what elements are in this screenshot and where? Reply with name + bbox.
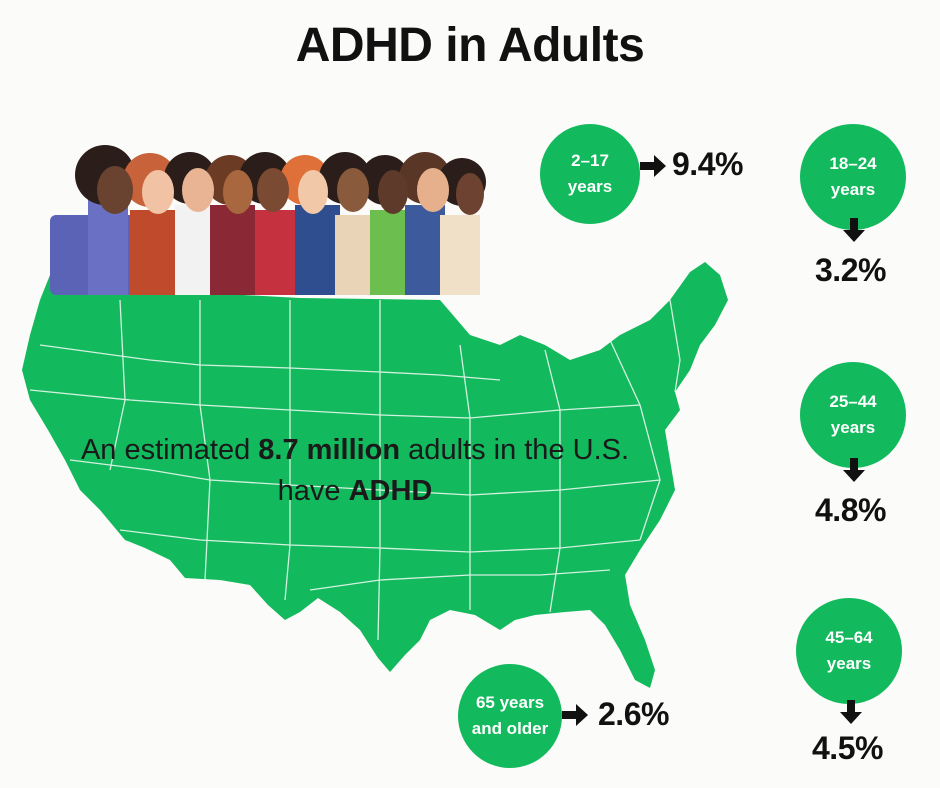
age-label-line2: and older: [471, 719, 549, 738]
age-label-line2: years: [567, 177, 613, 196]
age-label-line1: 18–24: [829, 153, 877, 173]
value-2-17: 9.4%: [672, 146, 743, 182]
arrow-down-icon: [843, 218, 865, 242]
arrow-down-icon: [840, 700, 862, 724]
age-bubble-2-17: 2–17 years: [540, 124, 640, 224]
age-bubble-18-24: 18–24 years: [800, 124, 906, 230]
caption-highlight-adhd: ADHD: [348, 475, 433, 508]
caption-highlight: 8.7 million: [258, 434, 401, 466]
us-map-shape: [22, 262, 728, 688]
arrow-right-icon: [640, 155, 666, 177]
value-45-64: 4.5%: [812, 730, 883, 766]
caption-pre: An estimated: [80, 434, 259, 466]
caption: An estimated 8.7 million adults in the U…: [60, 430, 650, 512]
age-label-line1: 25–44: [829, 391, 877, 411]
age-label-line1: 2–17: [571, 150, 609, 170]
age-bubble-45-64: 45–64 years: [796, 598, 902, 704]
page-title: ADHD in Adults: [295, 19, 645, 72]
age-label-line1: 45–64: [825, 627, 873, 647]
arrow-down-icon: [843, 458, 865, 482]
age-bubble-25-44: 25–44 years: [800, 362, 906, 468]
age-label-line2: years: [830, 418, 876, 437]
value-18-24: 3.2%: [815, 252, 886, 288]
age-label-line2: years: [830, 180, 876, 199]
value-65-plus: 2.6%: [598, 696, 669, 732]
age-label-line1: 65 years: [475, 692, 545, 712]
age-label-line2: years: [826, 654, 872, 673]
age-bubble-65-plus: 65 years and older: [458, 664, 562, 768]
arrow-right-icon: [562, 704, 588, 726]
diverse-people-illustration: [50, 145, 486, 295]
state-borders: [29, 299, 681, 641]
caption-mid: adults in the U.S. have: [277, 434, 630, 508]
value-25-44: 4.8%: [815, 492, 886, 528]
